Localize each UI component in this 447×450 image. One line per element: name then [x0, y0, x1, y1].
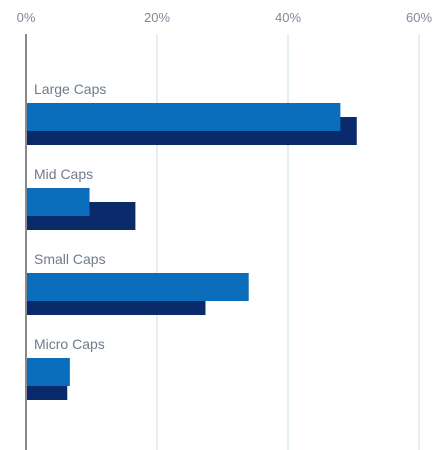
- x-axis-ticks: 0% 20% 40% 60%: [17, 10, 433, 25]
- bar-series-1: [26, 273, 249, 301]
- category-label: Large Caps: [34, 81, 106, 97]
- x-tick-label: 0%: [17, 10, 36, 25]
- x-tick-label: 20%: [144, 10, 170, 25]
- category-label: Micro Caps: [34, 336, 105, 352]
- bar-series-1: [26, 188, 90, 216]
- bar-series-1: [26, 358, 70, 386]
- gridlines: [156, 34, 420, 450]
- category-label: Small Caps: [34, 251, 106, 267]
- x-tick-label: 40%: [275, 10, 301, 25]
- category-label: Mid Caps: [34, 166, 93, 182]
- category-labels: Large Caps Mid Caps Small Caps Micro Caps: [34, 81, 106, 352]
- bars: [26, 103, 357, 400]
- bar-series-1: [26, 103, 341, 131]
- x-tick-label: 60%: [406, 10, 432, 25]
